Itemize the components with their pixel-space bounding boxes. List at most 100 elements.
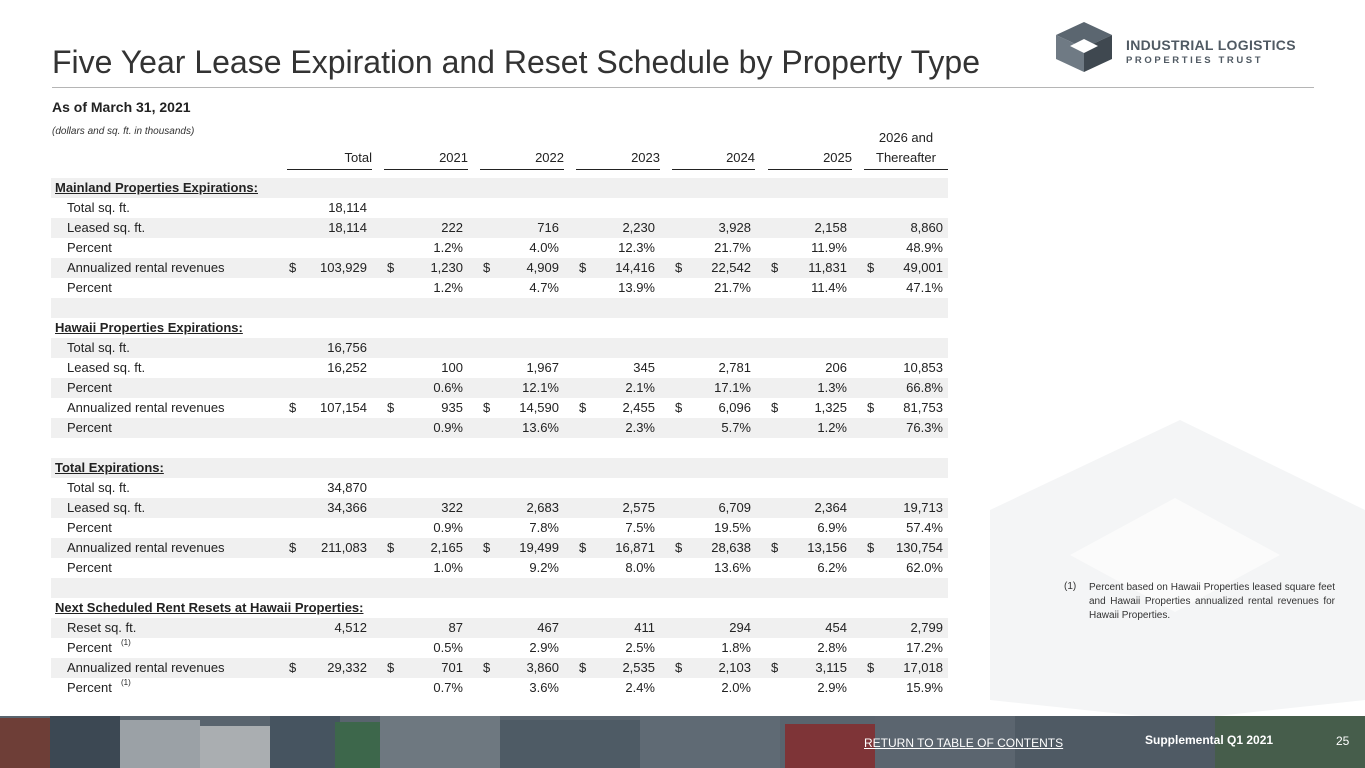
value-cell: 2,683	[526, 500, 559, 515]
value-cell: 100	[441, 360, 463, 375]
currency-symbol: $	[387, 260, 395, 275]
section-title: Hawaii Properties Expirations:	[55, 320, 243, 335]
value-cell: 1,325	[814, 400, 847, 415]
return-to-toc-link[interactable]: RETURN TO TABLE OF CONTENTS	[864, 736, 1064, 750]
value-cell: 12.3%	[618, 240, 655, 255]
value-cell: 2,781	[718, 360, 751, 375]
section-title: Next Scheduled Rent Resets at Hawaii Pro…	[55, 600, 364, 615]
value-cell: 130,754	[896, 540, 943, 555]
value-cell: 8,860	[910, 220, 943, 235]
value-cell: 206	[825, 360, 847, 375]
as-of-date: As of March 31, 2021	[52, 99, 191, 115]
logo-text-line2: PROPERTIES TRUST	[1126, 55, 1264, 66]
currency-symbol: $	[579, 400, 587, 415]
value-cell: 2.3%	[625, 420, 655, 435]
currency-symbol: $	[675, 660, 683, 675]
value-cell: 103,929	[320, 260, 367, 275]
value-cell: 935	[441, 400, 463, 415]
value-cell: 0.7%	[433, 680, 463, 695]
footer-photo-icon	[0, 716, 1365, 768]
currency-symbol: $	[579, 660, 587, 675]
value-cell: 16,756	[327, 340, 367, 355]
row-label: Annualized rental revenues	[67, 660, 225, 675]
value-cell: 0.5%	[433, 640, 463, 655]
currency-symbol: $	[289, 540, 297, 555]
value-cell: 411	[634, 620, 655, 635]
row-label: Percent	[67, 560, 112, 575]
currency-symbol: $	[771, 660, 779, 675]
value-cell: 19,713	[903, 500, 943, 515]
value-cell: 2,575	[622, 500, 655, 515]
value-cell: 2.8%	[817, 640, 847, 655]
value-cell: 13.9%	[618, 280, 655, 295]
currency-symbol: $	[771, 260, 779, 275]
section-header-row: Next Scheduled Rent Resets at Hawaii Pro…	[51, 598, 948, 618]
currency-symbol: $	[387, 400, 395, 415]
currency-symbol: $	[289, 400, 297, 415]
currency-symbol: $	[579, 260, 587, 275]
value-cell: 87	[448, 620, 463, 635]
currency-symbol: $	[387, 660, 395, 675]
value-cell: 2,165	[430, 540, 463, 555]
value-cell: 76.3%	[906, 420, 943, 435]
value-cell: 0.9%	[433, 520, 463, 535]
row-label: Leased sq. ft.	[67, 220, 146, 235]
table-row: Leased sq. ft. 16,252 100 1,967 345 2,781 206 1…	[51, 358, 948, 378]
company-logo: INDUSTRIAL LOGISTICS PROPERTIES TRUST	[1054, 20, 1324, 76]
value-cell: 19,499	[519, 540, 559, 555]
value-cell: 211,083	[320, 540, 367, 555]
value-cell: 0.6%	[433, 380, 463, 395]
value-cell: 17,018	[903, 660, 943, 675]
table-row: Percent 1.0% 9.2% 8.0% 13.6% 6.2% 62.0%	[51, 558, 948, 578]
value-cell: 66.8%	[906, 380, 943, 395]
column-header-2025: 2025	[768, 148, 852, 170]
value-cell: 2.5%	[625, 640, 655, 655]
section-header-row: Mainland Properties Expirations:	[51, 178, 948, 198]
currency-symbol: $	[867, 540, 875, 555]
value-cell: 7.8%	[529, 520, 559, 535]
value-cell: 13.6%	[522, 420, 559, 435]
row-label: Percent	[67, 640, 112, 655]
value-cell: 47.1%	[906, 280, 943, 295]
value-cell: 2,455	[622, 400, 655, 415]
value-cell: 28,638	[711, 540, 751, 555]
value-cell: 14,416	[615, 260, 655, 275]
value-cell: 48.9%	[906, 240, 943, 255]
row-label: Leased sq. ft.	[67, 500, 146, 515]
value-cell: 9.2%	[529, 560, 559, 575]
value-cell: 13.6%	[714, 560, 751, 575]
value-cell: 14,590	[519, 400, 559, 415]
value-cell: 11.4%	[811, 280, 847, 295]
value-cell: 454	[825, 620, 847, 635]
row-label: Percent	[67, 240, 112, 255]
value-cell: 49,001	[903, 260, 943, 275]
value-cell: 322	[441, 500, 463, 515]
value-cell: 29,332	[327, 660, 367, 675]
value-cell: 2.4%	[625, 680, 655, 695]
table-row: Leased sq. ft. 18,114 222 716 2,230 3,928 2,15…	[51, 218, 948, 238]
lease-expiration-table: Mainland Properties Expirations: Total sq…	[51, 178, 948, 698]
column-header-thereafter: 2026 and Thereafter	[864, 128, 948, 170]
table-row: Annualized rental revenues $29,332 $701 $3,…	[51, 658, 948, 678]
row-label: Percent	[67, 280, 112, 295]
value-cell: 16,871	[615, 540, 655, 555]
value-cell: 3,115	[815, 660, 847, 675]
value-cell: 11,831	[808, 260, 847, 275]
currency-symbol: $	[483, 400, 491, 415]
value-cell: 4.7%	[529, 280, 559, 295]
section-header-row: Hawaii Properties Expirations:	[51, 318, 948, 338]
currency-symbol: $	[387, 540, 395, 555]
table-row: Percent 0.9% 7.8% 7.5% 19.5% 6.9% 57.4%	[51, 518, 948, 538]
page-number: 25	[1336, 734, 1350, 748]
value-cell: 2,230	[622, 220, 655, 235]
value-cell: 701	[441, 660, 463, 675]
value-cell: 1,967	[526, 360, 559, 375]
value-cell: 2.9%	[529, 640, 559, 655]
value-cell: 7.5%	[625, 520, 655, 535]
spacer-row	[51, 438, 948, 458]
value-cell: 21.7%	[714, 280, 751, 295]
value-cell: 8.0%	[625, 560, 655, 575]
background-hexagon	[990, 420, 1365, 720]
value-cell: 11.9%	[811, 240, 847, 255]
value-cell: 2.1%	[625, 380, 655, 395]
